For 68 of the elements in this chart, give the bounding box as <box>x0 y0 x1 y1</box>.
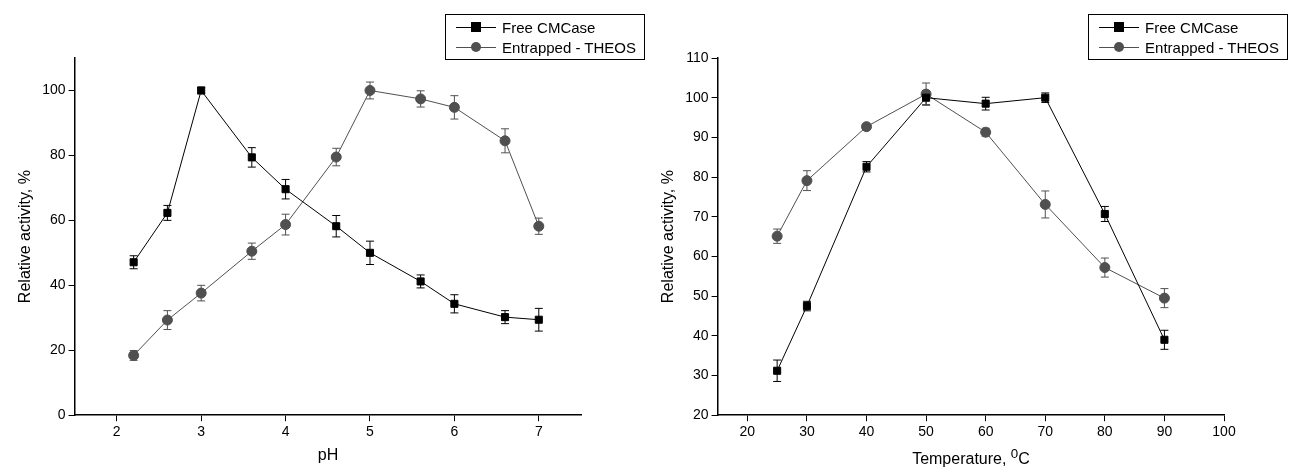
x-tick-label: 20 <box>739 423 756 440</box>
x-tick-label: 100 <box>1212 423 1236 440</box>
y-axis-title: Relative activity, % <box>659 170 677 304</box>
y-tick-label: 50 <box>692 286 709 303</box>
x-tick-label: 2 <box>112 423 121 440</box>
point <box>1099 262 1111 274</box>
point <box>330 151 342 163</box>
x-tick-label: 3 <box>197 423 206 440</box>
legend-label: Free CMCase <box>502 18 596 36</box>
y-axis-title: Relative activity, % <box>16 170 34 304</box>
point <box>415 93 427 105</box>
point <box>280 219 292 231</box>
point <box>448 101 460 113</box>
y-tick-label: 80 <box>692 167 709 184</box>
y-tick-label: 60 <box>49 211 66 228</box>
x-tick-label: 90 <box>1156 423 1173 440</box>
point <box>499 135 511 147</box>
x-tick-label: 50 <box>918 423 935 440</box>
point <box>450 299 459 308</box>
point <box>1039 198 1051 210</box>
point <box>773 366 782 375</box>
point <box>332 222 341 231</box>
x-tick-label: 40 <box>858 423 875 440</box>
point <box>922 93 931 102</box>
point <box>801 175 813 187</box>
y-tick-label: 0 <box>57 406 66 423</box>
legend-label: Entrapped - THEOS <box>1145 38 1279 56</box>
point <box>1160 335 1169 344</box>
y-tick-label: 70 <box>692 207 709 224</box>
x-tick-label: 60 <box>977 423 994 440</box>
legend-label: Entrapped - THEOS <box>502 38 636 56</box>
y-tick-label: 90 <box>692 128 709 145</box>
y-tick-label: 20 <box>49 341 66 358</box>
point <box>1100 209 1109 219</box>
x-axis-title: Temperature, $^{0}$C <box>911 446 1031 469</box>
point <box>163 208 172 217</box>
x-tick-label: 4 <box>281 423 290 440</box>
point <box>364 84 376 96</box>
point <box>129 258 138 267</box>
point <box>365 248 375 257</box>
point <box>501 313 510 322</box>
y-tick-label: 30 <box>692 366 709 383</box>
point <box>533 220 545 232</box>
point <box>161 314 173 326</box>
point <box>1158 292 1170 304</box>
y-tick-label: 100 <box>685 88 709 105</box>
point <box>861 121 873 133</box>
point <box>281 185 290 194</box>
x-tick-label: 80 <box>1097 423 1113 440</box>
x-tick-label: 7 <box>534 423 543 440</box>
x-axis-title: pH <box>316 446 340 464</box>
y-tick-label: 40 <box>692 326 709 343</box>
y-tick-label: 60 <box>692 247 709 264</box>
y-tick-label: 100 <box>42 81 66 98</box>
x-tick-label: 30 <box>799 423 815 440</box>
x-tick-label: 5 <box>366 423 375 440</box>
point <box>247 153 256 162</box>
point <box>246 245 258 257</box>
point <box>534 315 543 324</box>
y-tick-label: 110 <box>686 48 709 65</box>
x-tick-label: 70 <box>1037 423 1054 440</box>
y-tick-label: 20 <box>692 406 709 423</box>
point <box>981 99 990 108</box>
y-tick-label: 80 <box>49 146 66 163</box>
point <box>416 277 425 286</box>
legend-label: Free CMCase <box>1145 18 1239 36</box>
y-tick-label: 40 <box>49 276 66 293</box>
x-tick-label: 6 <box>450 423 459 440</box>
